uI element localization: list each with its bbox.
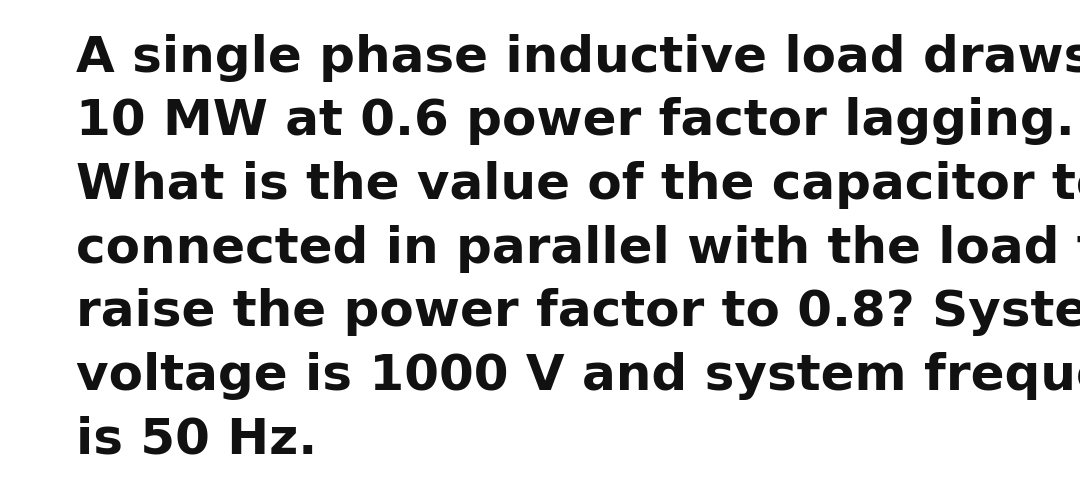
Text: A single phase inductive load draws: A single phase inductive load draws (76, 34, 1080, 82)
Text: is 50 Hz.: is 50 Hz. (76, 415, 316, 464)
Text: raise the power factor to 0.8? System: raise the power factor to 0.8? System (76, 288, 1080, 336)
Text: 10 MW at 0.6 power factor lagging.: 10 MW at 0.6 power factor lagging. (76, 97, 1075, 146)
Text: connected in parallel with the load to: connected in parallel with the load to (76, 225, 1080, 273)
Text: voltage is 1000 V and system frequency: voltage is 1000 V and system frequency (76, 352, 1080, 400)
Text: What is the value of the capacitor to be: What is the value of the capacitor to be (76, 161, 1080, 209)
